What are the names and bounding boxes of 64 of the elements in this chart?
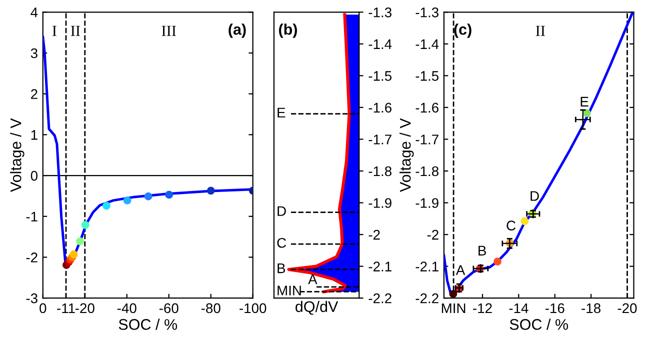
y-tick-label: -2.1 [368, 262, 392, 272]
ref-line-label: E [278, 108, 286, 118]
ref-line-label: A [308, 274, 318, 284]
y-tick-label: 2 [31, 89, 38, 99]
y-tick-label: -1.3 [416, 7, 438, 18]
ref-line-label: D [278, 206, 286, 216]
text: (a) [228, 24, 246, 38]
annotation: C [506, 220, 516, 230]
y-tick-label: -2 [427, 230, 438, 240]
y-tick-label: -1.9 [368, 198, 392, 208]
y-tick-label: -1 [26, 212, 38, 222]
x-tick-label: -40 [117, 303, 136, 314]
annotation: II [70, 26, 80, 36]
x-tick-label: -14 [509, 303, 528, 313]
x-tick-label: -80 [201, 303, 220, 314]
x-tick-label: -60 [159, 303, 178, 314]
x-tick-label: -100 [240, 303, 266, 314]
y-tick-label: -1.3 [368, 7, 392, 18]
annotation: I [52, 26, 56, 36]
y-tick-label: -1.4 [416, 39, 439, 49]
y-tick-label: 0 [30, 170, 38, 181]
y-tick-label: -1.9 [416, 198, 438, 208]
x-tick-label: -16 [545, 303, 564, 314]
annotation: III [162, 26, 176, 36]
y-tick-label: -1.5 [416, 71, 439, 81]
y-tick-label: 3 [30, 48, 38, 58]
x-tick-label: -11 [57, 303, 75, 313]
y-axis-title: Voltage / V [10, 118, 24, 192]
y-tick-label: -1.5 [368, 71, 392, 81]
x-axis-title: dQ/dV [296, 300, 338, 315]
x-tick-label: -18 [582, 303, 600, 314]
y-tick-label: 1 [31, 130, 38, 140]
y-tick-label: -1.8 [416, 166, 438, 176]
x-tick-label: -12 [473, 303, 492, 313]
y-tick-label: -3 [26, 293, 38, 304]
x-tick-label: -20 [75, 303, 94, 314]
y-tick-label: -2 [368, 230, 380, 240]
x-axis-title: SOC / % [118, 318, 178, 330]
x-tick-label: MIN [442, 303, 466, 313]
annotation: A [456, 265, 466, 275]
y-tick-label: -1.7 [368, 134, 392, 144]
annotation: E [580, 96, 588, 106]
ref-line-label: C [277, 238, 286, 248]
y-tick-label: -1.7 [416, 134, 438, 144]
y-tick-label: -1.8 [368, 166, 392, 176]
y-tick-label: -2.1 [416, 262, 438, 272]
annotation: II [536, 26, 545, 36]
y-tick-label: -1.6 [368, 102, 392, 113]
ref-line-label: MIN [278, 286, 301, 296]
y-tick-label: 4 [30, 8, 38, 18]
x-axis-title: SOC / % [510, 318, 568, 330]
annotation: B [478, 246, 486, 256]
y-tick-label: -2.2 [368, 293, 392, 304]
x-tick-label: 0 [40, 303, 46, 314]
y-tick-label: -1.6 [416, 102, 438, 113]
text: (b) [278, 24, 297, 38]
text: (c) [454, 24, 472, 38]
y-tick-label: -2.2 [416, 293, 438, 304]
annotation: D [530, 191, 539, 201]
y-tick-label: -2 [26, 252, 38, 262]
ref-line-label: B [278, 264, 286, 274]
y-axis-title: Voltage / V [400, 118, 414, 192]
y-tick-label: -1.4 [368, 39, 392, 49]
x-tick-label: -20 [618, 303, 637, 314]
